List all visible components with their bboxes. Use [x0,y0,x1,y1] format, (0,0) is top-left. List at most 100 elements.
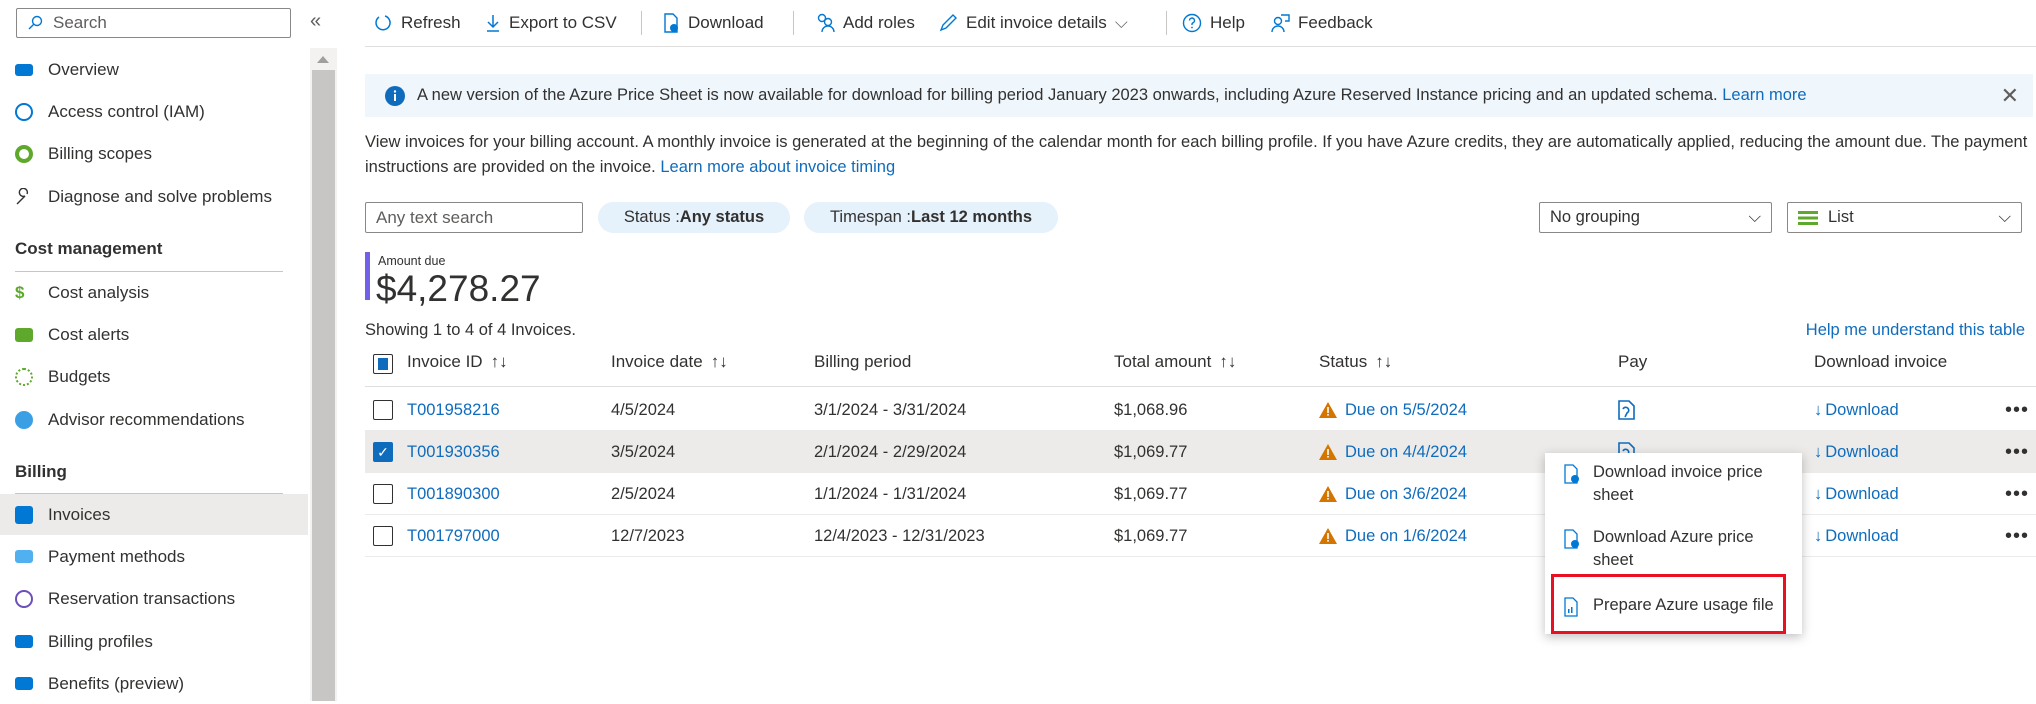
column-header-invoice-date[interactable]: Invoice date ↑↓ [611,352,728,372]
sidebar-item-label: Invoices [48,504,111,524]
budget-icon [15,367,33,386]
menu-item-label: Download invoice price sheet [1593,463,1763,504]
column-header-invoice-id[interactable]: Invoice ID ↑↓ [407,352,508,372]
sidebar-item-advisor[interactable]: Advisor recommendations [0,399,308,440]
menu-item-download-invoice-price-sheet[interactable]: Download invoice price sheet [1545,461,1802,507]
column-header-status[interactable]: Status ↑↓ [1319,352,1392,372]
sidebar-item-access-control[interactable]: Access control (IAM) [0,91,308,132]
more-actions-icon[interactable]: ••• [2005,524,2030,547]
column-label: Status [1319,352,1368,371]
warning-icon [1319,528,1337,544]
grouping-value: No grouping [1550,208,1640,226]
refresh-button[interactable]: Refresh [373,10,461,36]
document-download-icon [664,13,678,33]
sidebar-item-label: Cost alerts [48,324,130,344]
menu-item-label: Prepare Azure usage file [1593,596,1774,614]
row-checkbox[interactable] [373,389,393,431]
pay-button[interactable] [1618,389,1636,431]
sidebar-item-overview[interactable]: Overview [0,49,308,90]
table-row[interactable]: T001890300 2/5/2024 1/1/2024 - 1/31/2024 $1… [365,473,2036,515]
invoice-id-link[interactable]: T001930356 [407,442,500,461]
sidebar-scrollbar[interactable] [310,48,337,701]
close-icon[interactable]: ✕ [2000,82,2019,108]
toolbar-divider-line [365,46,2036,47]
sidebar-search-input[interactable]: Search [16,8,291,38]
collapse-sidebar-icon[interactable]: « [310,10,322,32]
sidebar-item-budgets[interactable]: Budgets [0,356,308,397]
help-button[interactable]: Help [1182,10,1245,36]
row-checkbox[interactable] [373,515,393,557]
section-divider [15,271,283,272]
description-text: View invoices for your billing account. … [365,133,2028,176]
view-dropdown[interactable]: List ⌵ [1787,202,2022,233]
export-csv-button[interactable]: Export to CSV [485,10,617,36]
scrollbar-thumb[interactable] [312,70,335,701]
add-roles-button[interactable]: Add roles [815,10,915,36]
select-all-checkbox[interactable] [373,354,393,374]
sidebar-item-cost-alerts[interactable]: Cost alerts [0,314,308,355]
warning-icon [1319,444,1337,460]
status-due[interactable]: Due on 5/5/2024 [1319,389,1467,431]
download-arrow-icon: ↓ [1814,484,1823,503]
sidebar-item-billing-profiles[interactable]: Billing profiles [0,621,308,662]
row-checkbox[interactable]: ✓ [373,431,393,473]
status-text: Due on 4/4/2024 [1345,442,1468,461]
grouping-dropdown[interactable]: No grouping ⌵ [1539,202,1772,233]
refresh-icon [375,15,391,31]
people-icon [817,13,835,33]
cost-alert-icon [15,327,33,342]
pay-invoice-icon [1618,400,1635,420]
table-row[interactable]: T001797000 12/7/2023 12/4/2023 - 12/31/202… [365,515,2036,557]
toolbar-divider [793,11,794,35]
column-label: Billing period [814,352,912,371]
section-divider [15,493,283,494]
sidebar-item-billing-scopes[interactable]: Billing scopes [0,133,308,174]
scroll-up-arrow-icon[interactable] [317,56,329,63]
cost-analysis-icon: $ [15,282,25,302]
row-checkbox[interactable] [373,473,393,515]
invoice-id-link[interactable]: T001797000 [407,526,500,545]
feedback-button[interactable]: Feedback [1270,10,1373,36]
menu-item-label: Download Azure price sheet [1593,528,1754,569]
search-placeholder: Search [53,13,107,32]
more-actions-icon[interactable]: ••• [2005,398,2030,421]
invoice-id-link[interactable]: T001890300 [407,484,500,503]
menu-item-download-azure-price-sheet[interactable]: Download Azure price sheet [1545,526,1802,572]
invoice-id-link[interactable]: T001958216 [407,400,500,419]
invoice-timing-link[interactable]: Learn more about invoice timing [660,158,896,176]
download-button[interactable]: Download [662,10,764,36]
status-filter-pill[interactable]: Status : Any status [598,202,790,233]
toolbar-divider [641,11,642,35]
column-header-total-amount[interactable]: Total amount ↑↓ [1114,352,1236,372]
help-label: Help [1210,13,1245,32]
text-search-input[interactable]: Any text search [365,202,583,233]
usage-file-icon [1564,597,1578,617]
status-due[interactable]: Due on 4/4/2024 [1319,431,1467,473]
download-invoice-link[interactable]: ↓ Download [1814,515,1899,557]
sidebar-item-diagnose[interactable]: Diagnose and solve problems [0,176,308,217]
learn-more-link[interactable]: Learn more [1722,86,1807,104]
column-label: Total amount [1114,352,1212,371]
download-invoice-link[interactable]: ↓ Download [1814,389,1899,431]
menu-item-prepare-azure-usage-file[interactable]: Prepare Azure usage file [1545,594,1802,617]
column-label: Invoice date [611,352,703,371]
download-invoice-link[interactable]: ↓ Download [1814,473,1899,515]
sidebar-item-cost-analysis[interactable]: $ Cost analysis [0,272,308,313]
table-row[interactable]: T001958216 4/5/2024 3/1/2024 - 3/31/2024 $1… [365,389,2036,431]
search-icon [28,15,43,30]
sidebar-item-reservation-transactions[interactable]: Reservation transactions [0,578,308,619]
sidebar-item-benefits[interactable]: Benefits (preview) [0,663,308,704]
status-due[interactable]: Due on 1/6/2024 [1319,515,1467,557]
edit-invoice-details-button[interactable]: Edit invoice details ⌵ [938,10,1128,36]
sidebar-item-payment-methods[interactable]: Payment methods [0,536,308,577]
amount-due-accent [365,252,370,300]
help-understand-table-link[interactable]: Help me understand this table [1805,321,2025,339]
billing-period: 12/4/2023 - 12/31/2023 [814,526,985,545]
more-actions-icon[interactable]: ••• [2005,440,2030,463]
more-actions-icon[interactable]: ••• [2005,482,2030,505]
column-label: Pay [1618,352,1648,371]
sidebar-item-invoices[interactable]: Invoices [0,494,308,535]
download-invoice-link[interactable]: ↓ Download [1814,431,1899,473]
timespan-filter-pill[interactable]: Timespan : Last 12 months [804,202,1058,233]
status-due[interactable]: Due on 3/6/2024 [1319,473,1467,515]
